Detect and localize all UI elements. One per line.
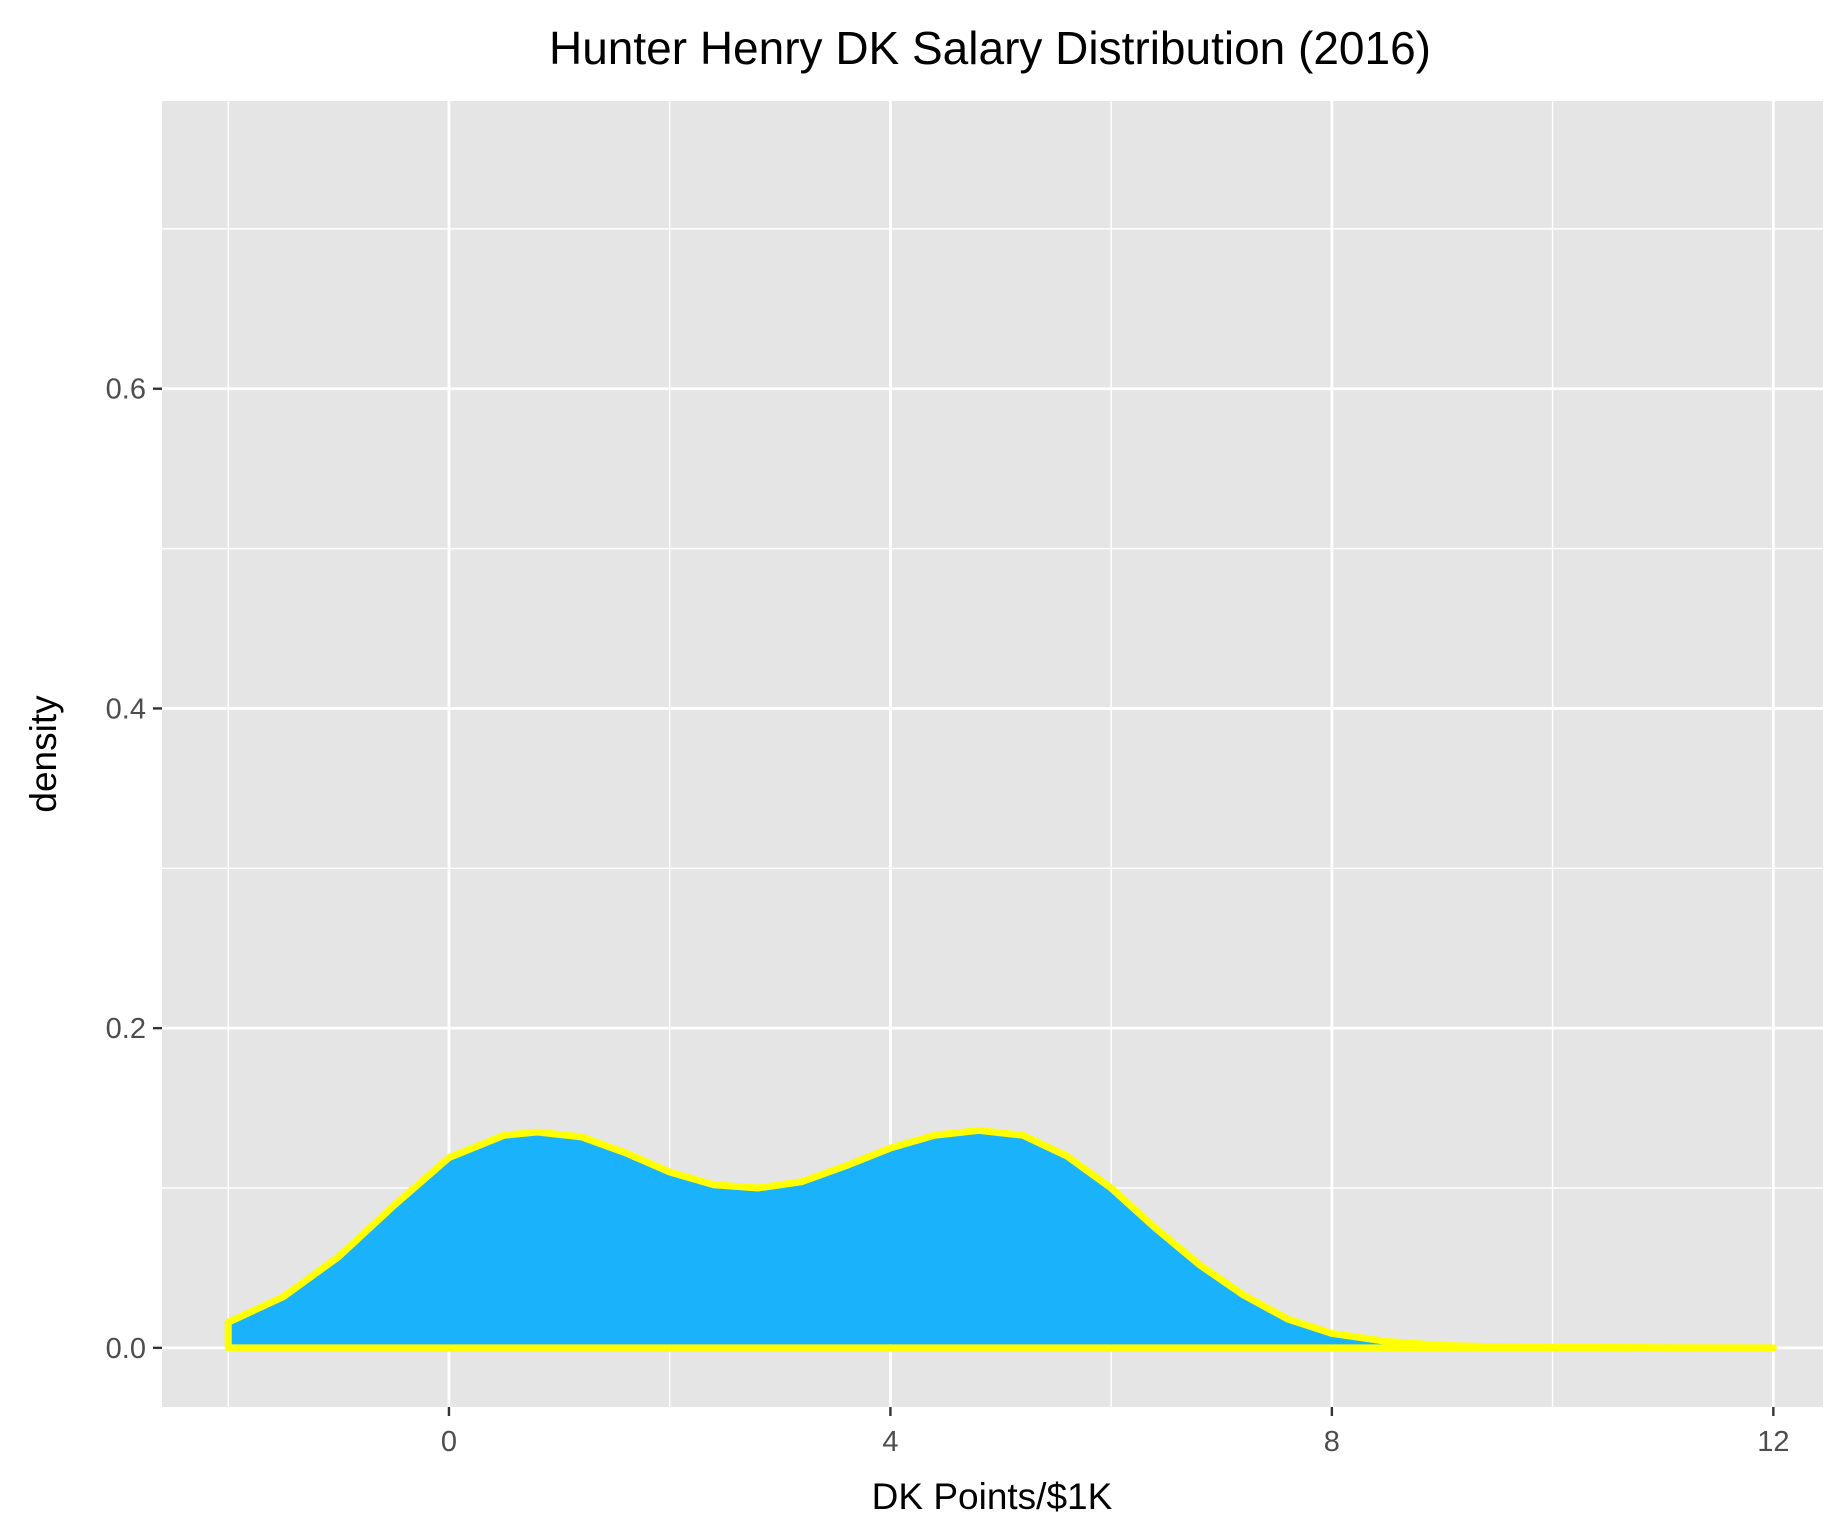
- y-tick-label: 0.2: [106, 1013, 146, 1045]
- x-tick-label: 4: [882, 1426, 898, 1458]
- x-axis: 0 4 8 12: [441, 1407, 1789, 1458]
- x-tick-label: 12: [1757, 1426, 1789, 1458]
- density-series: [224, 1126, 1777, 1352]
- minor-gridlines: [162, 101, 1823, 1407]
- y-axis: 0.0 0.2 0.4 0.6: [106, 374, 162, 1365]
- y-tick-label: 0.0: [106, 1333, 146, 1365]
- y-tick-label: 0.6: [106, 374, 146, 406]
- x-tick-label: 0: [441, 1426, 457, 1458]
- y-tick-label: 0.4: [106, 693, 146, 725]
- x-axis-title: DK Points/$1K: [872, 1476, 1113, 1517]
- x-tick-label: 8: [1324, 1426, 1340, 1458]
- chart-title: Hunter Henry DK Salary Distribution (201…: [549, 22, 1431, 74]
- density-area: [224, 1126, 1777, 1352]
- y-axis-title: density: [23, 695, 64, 813]
